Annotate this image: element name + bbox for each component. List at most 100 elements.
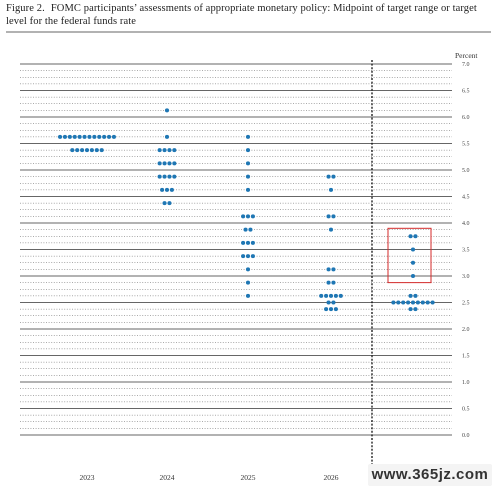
dot-2024 [157, 148, 162, 153]
dot-2026 [326, 300, 331, 305]
x-tick-label: 2024 [160, 473, 175, 482]
dot-longer-run [413, 307, 418, 312]
dots-layer [58, 108, 435, 312]
dot-2026 [326, 214, 331, 219]
y-tick-label: 6.5 [462, 89, 470, 95]
y-axis-label: Percent [455, 51, 478, 60]
dot-2025 [245, 280, 251, 285]
dot-longer-run [406, 300, 411, 305]
dot-longer-run [396, 300, 401, 305]
dot-longer-run [408, 307, 413, 312]
dot-2023 [67, 134, 72, 139]
dot-2024 [167, 201, 172, 206]
dot-longer-run [410, 300, 416, 305]
dot-2024 [164, 134, 170, 139]
figure-caption: Figure 2. FOMC participants’ assessments … [6, 2, 490, 28]
dot-2025 [248, 227, 253, 232]
dot-2024 [160, 187, 165, 192]
y-tick-label: 0.0 [462, 433, 470, 439]
dot-2025 [250, 254, 255, 259]
dot-2026 [331, 267, 336, 272]
dot-longer-run [413, 293, 418, 298]
dot-2023 [92, 134, 97, 139]
dot-2024 [169, 187, 174, 192]
dot-longer-run [410, 247, 416, 252]
dot-2024 [157, 161, 162, 166]
dot-2026 [328, 293, 334, 298]
watermark: www.365jz.com [368, 464, 492, 486]
dot-2023 [107, 134, 112, 139]
dot-2023 [102, 134, 107, 139]
dot-2023 [99, 148, 104, 153]
dot-longer-run [425, 300, 430, 305]
x-tick-label: 2026 [324, 473, 339, 482]
dot-2025 [245, 214, 251, 219]
dot-2024 [162, 201, 167, 206]
x-axis-ticks: 2023 2024 2025 2026 [80, 473, 339, 482]
y-tick-label: 6.0 [462, 115, 470, 121]
dot-2025 [245, 254, 251, 259]
dot-2026 [331, 214, 336, 219]
x-tick-label: 2023 [80, 473, 95, 482]
dot-2026 [326, 174, 331, 179]
y-tick-label: 5.0 [462, 168, 470, 174]
dot-longer-run [408, 234, 413, 239]
y-tick-label: 2.0 [462, 327, 470, 333]
dot-2023 [87, 134, 92, 139]
dot-2023 [75, 148, 80, 153]
y-tick-label: 2.5 [462, 301, 470, 307]
dot-2024 [167, 161, 172, 166]
dot-2023 [72, 134, 77, 139]
dot-2025 [241, 254, 246, 259]
dot-2025 [245, 161, 251, 166]
dot-longer-run [413, 234, 418, 239]
y-tick-label: 3.5 [462, 248, 470, 254]
dot-2024 [172, 174, 177, 179]
dot-2023 [62, 134, 67, 139]
figure-number: Figure 2. [6, 3, 45, 14]
dot-2026 [328, 307, 334, 312]
dot-longer-run [410, 260, 416, 265]
dot-2024 [157, 174, 162, 179]
dot-2026 [331, 174, 336, 179]
dot-2025 [245, 267, 251, 272]
dot-longer-run [415, 300, 420, 305]
dot-2023 [84, 148, 90, 153]
dot-2025 [250, 240, 255, 245]
dot-2025 [245, 148, 251, 153]
y-tick-label: 3.0 [462, 274, 470, 280]
dot-2026 [338, 293, 343, 298]
y-tick-label: 4.0 [462, 221, 470, 227]
y-tick-label: 5.5 [462, 142, 470, 148]
dot-2024 [164, 187, 170, 192]
dot-2025 [243, 227, 248, 232]
dot-2023 [82, 134, 87, 139]
dot-2023 [89, 148, 94, 153]
dot-2026 [331, 300, 336, 305]
dot-longer-run [430, 300, 435, 305]
dot-2026 [326, 267, 331, 272]
highlight-box [387, 227, 432, 284]
dot-2026 [324, 307, 329, 312]
y-tick-label: 0.5 [462, 407, 470, 413]
dot-2025 [241, 240, 246, 245]
dot-2026 [324, 293, 329, 298]
dot-2023 [97, 134, 102, 139]
dot-2024 [162, 161, 167, 166]
dot-longer-run [420, 300, 425, 305]
dot-2024 [167, 148, 172, 153]
y-tick-label: 1.5 [462, 354, 470, 360]
dot-2024 [172, 161, 177, 166]
y-axis-ticks: 0.0 0.5 1.0 1.5 2.0 2.5 3.0 3.5 4.0 4.5 5.0 5.5 6.0 6… [462, 62, 470, 439]
dot-longer-run [391, 300, 396, 305]
dot-2026 [328, 227, 334, 232]
dot-2025 [245, 187, 251, 192]
dot-2025 [245, 174, 251, 179]
dot-2023 [94, 148, 99, 153]
dot-2026 [326, 280, 331, 285]
y-tick-label: 1.0 [462, 380, 470, 386]
dot-2023 [80, 148, 85, 153]
dot-2025 [241, 214, 246, 219]
figure-title: FOMC participants’ assessments of approp… [6, 3, 477, 27]
